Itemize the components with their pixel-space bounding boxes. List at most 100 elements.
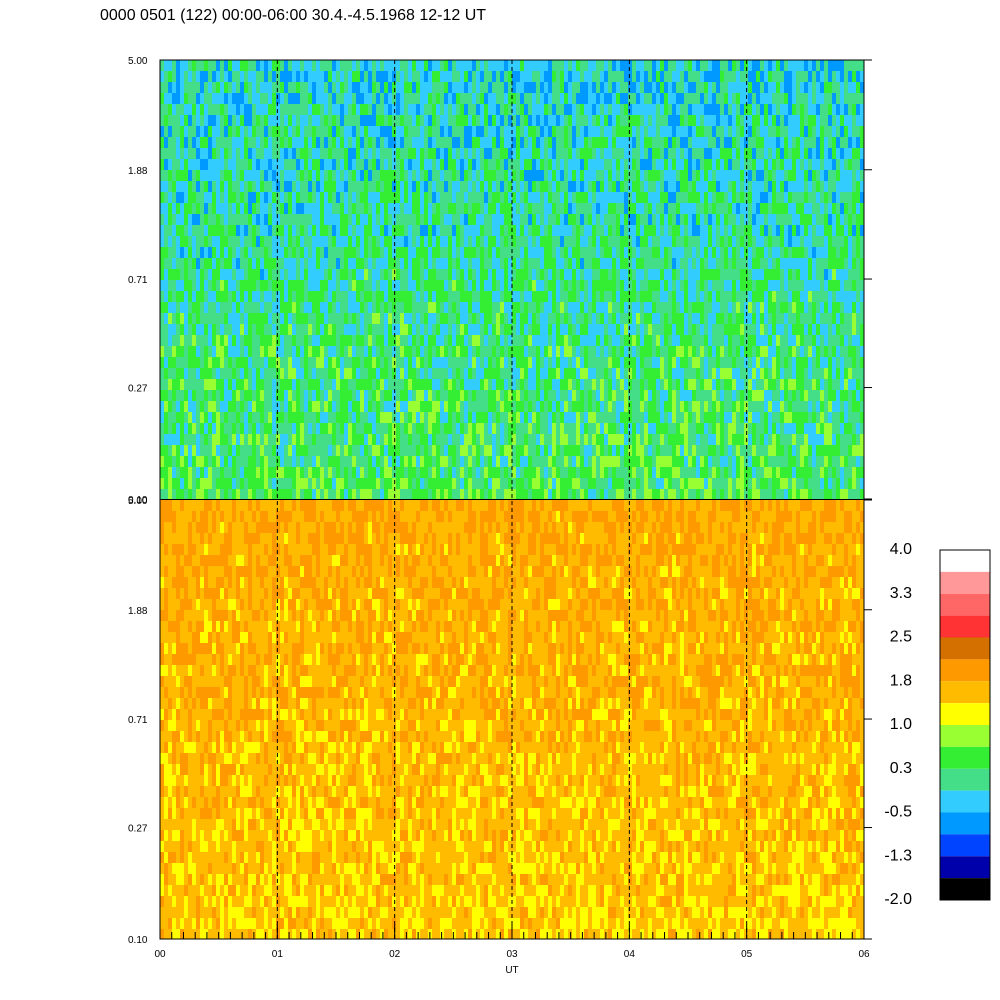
spectrogram-cell [456, 489, 460, 499]
spectrogram-cell [564, 357, 568, 368]
spectrogram-cell [616, 313, 620, 324]
spectrogram-cell [228, 93, 232, 104]
spectrogram-cell [348, 478, 352, 489]
spectrogram-cell [212, 60, 216, 71]
spectrogram-cell [352, 214, 356, 225]
spectrogram-cell [160, 247, 164, 258]
spectrogram-cell [212, 456, 216, 467]
spectrogram-cell [200, 137, 204, 148]
spectrogram-cell [612, 269, 616, 280]
spectrogram-cell [540, 236, 544, 247]
spectrogram-cell [640, 456, 644, 467]
spectrogram-cell [636, 82, 640, 93]
spectrogram-cell [200, 115, 204, 126]
spectrogram-cell [440, 412, 444, 423]
spectrogram-cell [608, 126, 612, 137]
spectrogram-cell [336, 192, 340, 203]
spectrogram-cell [472, 445, 476, 456]
spectrogram-cell [504, 313, 508, 324]
spectrogram-cell [404, 313, 408, 324]
spectrogram-cell [516, 346, 520, 357]
spectrogram-cell [600, 192, 604, 203]
spectrogram-cell [392, 71, 396, 82]
spectrogram-cell [648, 489, 652, 499]
spectrogram-cell [380, 467, 384, 478]
spectrogram-cell [316, 346, 320, 357]
spectrogram-cell [164, 159, 168, 170]
spectrogram-cell [188, 93, 192, 104]
spectrogram-cell [316, 126, 320, 137]
spectrogram-cell [532, 137, 536, 148]
spectrogram-cell [436, 357, 440, 368]
spectrogram-cell [420, 192, 424, 203]
spectrogram-cell [592, 269, 596, 280]
spectrogram-cell [308, 478, 312, 489]
spectrogram-cell [444, 225, 448, 236]
spectrogram-cell [420, 225, 424, 236]
spectrogram-cell [640, 489, 644, 499]
spectrogram-cell [380, 368, 384, 379]
spectrogram-cell [396, 82, 400, 93]
spectrogram-cell [480, 181, 484, 192]
spectrogram-cell [452, 82, 456, 93]
spectrogram-cell [636, 159, 640, 170]
spectrogram-cell [280, 280, 284, 291]
spectrogram-cell [252, 335, 256, 346]
spectrogram-cell [372, 368, 376, 379]
spectrogram-cell [188, 368, 192, 379]
spectrogram-cell [460, 269, 464, 280]
spectrogram-cell [284, 269, 288, 280]
spectrogram-cell [240, 137, 244, 148]
spectrogram-cell [544, 60, 548, 71]
spectrogram-cell [288, 324, 292, 335]
spectrogram-cell [416, 225, 420, 236]
spectrogram-cell [292, 324, 296, 335]
spectrogram-cell [624, 390, 628, 401]
spectrogram-cell [308, 313, 312, 324]
spectrogram-cell [220, 445, 224, 456]
spectrogram-cell [196, 170, 200, 181]
spectrogram-cell [492, 247, 496, 258]
spectrogram-cell [552, 203, 556, 214]
spectrogram-cell [372, 423, 376, 434]
spectrogram-cell [644, 236, 648, 247]
spectrogram-cell [572, 137, 576, 148]
spectrogram-cell [580, 159, 584, 170]
spectrogram-cell [420, 269, 424, 280]
spectrogram-cell [624, 456, 628, 467]
spectrogram-cell [368, 192, 372, 203]
spectrogram-cell [272, 203, 276, 214]
spectrogram-cell [580, 126, 584, 137]
spectrogram-cell [536, 335, 540, 346]
spectrogram-cell [544, 214, 548, 225]
spectrogram-cell [560, 489, 564, 499]
spectrogram-cell [276, 115, 280, 126]
spectrogram-cell [428, 247, 432, 258]
spectrogram-cell [196, 104, 200, 115]
spectrogram-cell [584, 335, 588, 346]
spectrogram-cell [512, 104, 516, 115]
spectrogram-cell [436, 258, 440, 269]
spectrogram-cell [172, 445, 176, 456]
spectrogram-cell [160, 357, 164, 368]
spectrogram-cell [580, 434, 584, 445]
spectrogram-cell [596, 423, 600, 434]
spectrogram-cell [404, 280, 408, 291]
spectrogram-cell [560, 82, 564, 93]
spectrogram-cell [400, 247, 404, 258]
spectrogram-cell [532, 71, 536, 82]
spectrogram-cell [240, 434, 244, 445]
spectrogram-cell [396, 456, 400, 467]
spectrogram-cell [396, 192, 400, 203]
spectrogram-cell [260, 445, 264, 456]
spectrogram-cell [320, 302, 324, 313]
spectrogram-cell [312, 192, 316, 203]
spectrogram-cell [632, 159, 636, 170]
spectrogram-cell [436, 247, 440, 258]
spectrogram-cell [532, 214, 536, 225]
spectrogram-cell [204, 324, 208, 335]
spectrogram-cell [360, 247, 364, 258]
spectrogram-cell [488, 412, 492, 423]
spectrogram-cell [456, 225, 460, 236]
spectrogram-cell [520, 126, 524, 137]
